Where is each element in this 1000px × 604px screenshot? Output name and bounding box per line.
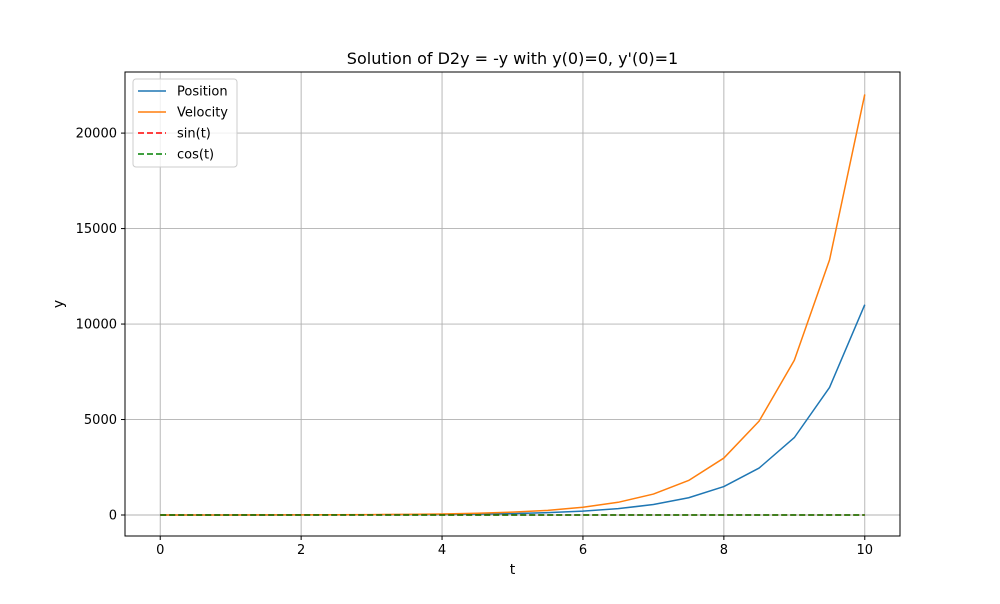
chart-title: Solution of D2y = -y with y(0)=0, y'(0)=…	[347, 49, 678, 68]
y-tick-label: 20000	[76, 127, 117, 142]
y-tick-label: 15000	[76, 222, 117, 237]
x-tick-label: 10	[856, 543, 873, 558]
legend-label: Position	[177, 85, 228, 100]
x-tick-label: 8	[720, 543, 728, 558]
legend-label: cos(t)	[177, 148, 214, 163]
y-tick-label: 5000	[84, 413, 117, 428]
legend-label: Velocity	[177, 106, 228, 121]
x-tick-label: 6	[579, 543, 587, 558]
legend: Position Velocity sin(t) cos(t)	[133, 79, 237, 167]
x-tick-label: 2	[297, 543, 305, 558]
x-tick-label: 0	[156, 543, 164, 558]
x-axis-label: t	[510, 562, 516, 578]
y-axis-label: y	[51, 300, 67, 308]
y-tick-label: 0	[109, 508, 117, 523]
x-tick-label: 4	[438, 543, 446, 558]
y-tick-label: 10000	[76, 318, 117, 333]
legend-label: sin(t)	[177, 127, 211, 142]
